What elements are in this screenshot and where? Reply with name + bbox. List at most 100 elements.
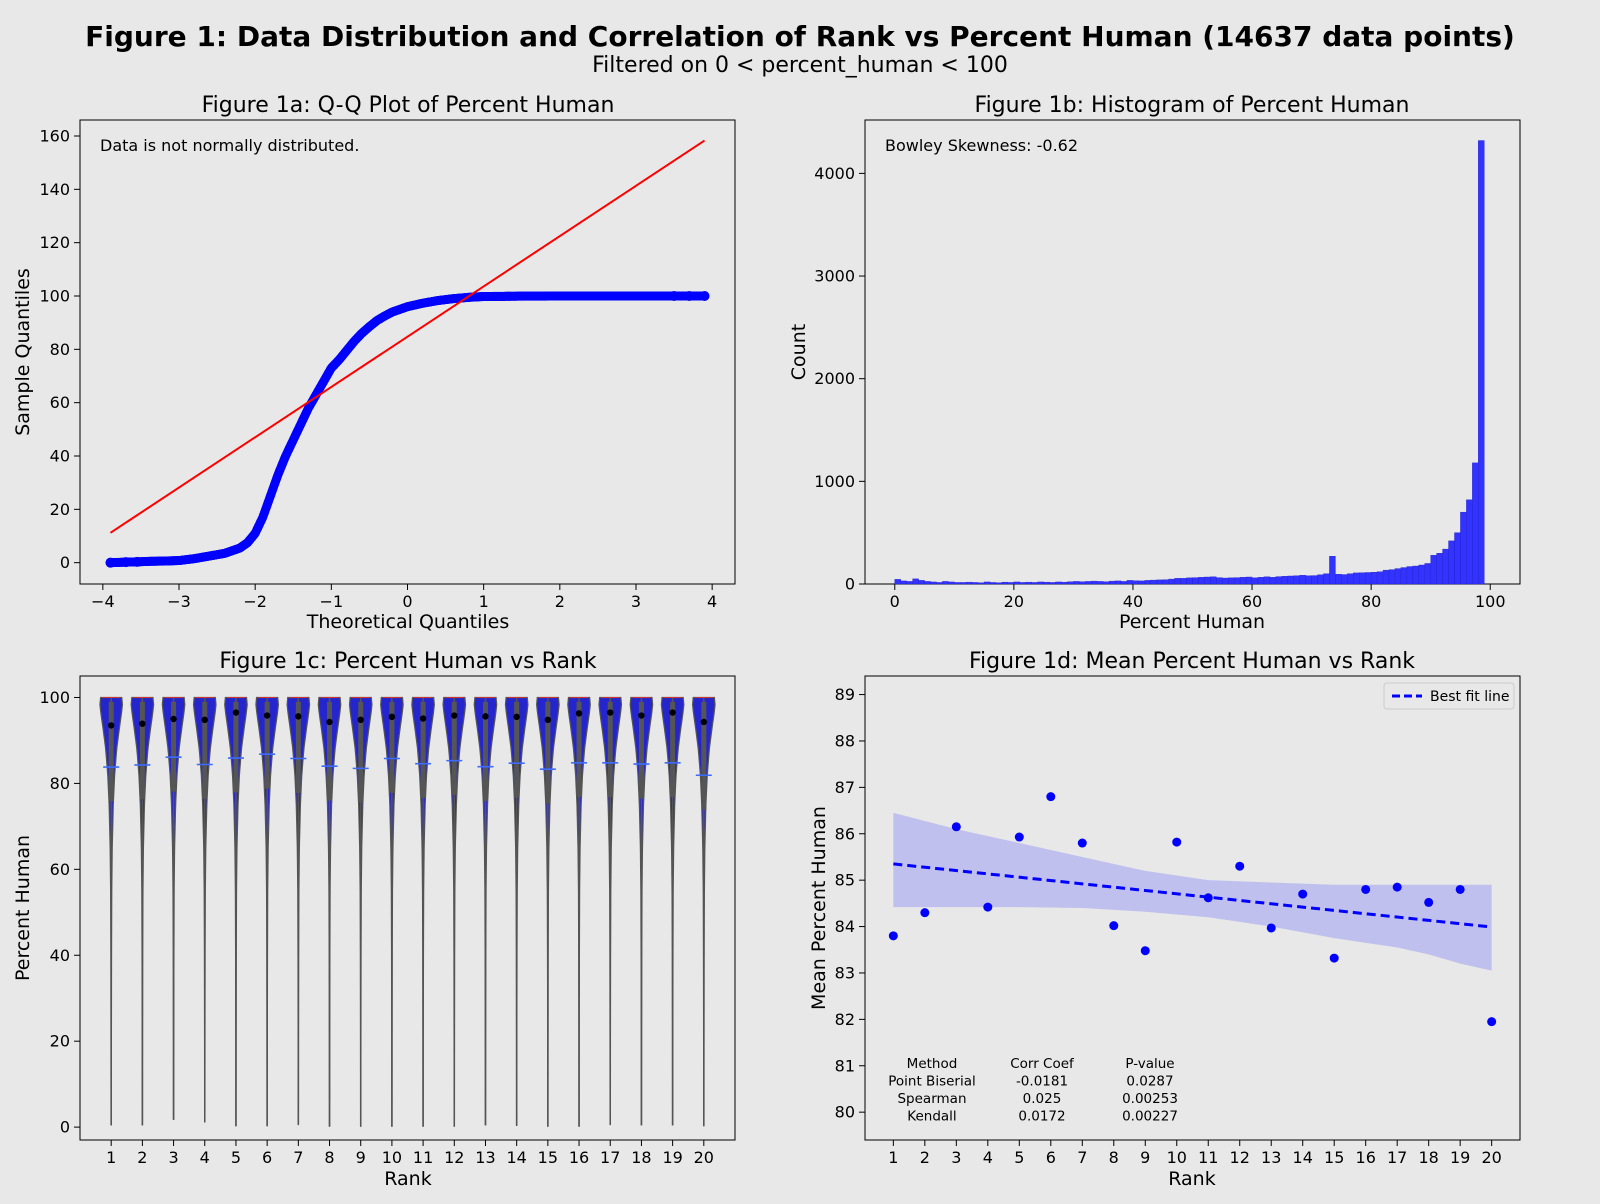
mean-point-rank-12 [1235, 861, 1245, 871]
panel-1c-xtick-label: 7 [293, 1148, 303, 1167]
histogram-bar [1257, 577, 1265, 585]
qq-reference-line [109, 139, 706, 534]
panel-1c-ytick-label: 0 [60, 1118, 70, 1137]
violin-median-dot [482, 713, 489, 720]
stats-table-cell: 0.025 [1023, 1091, 1062, 1107]
stats-table-header: Method [907, 1056, 958, 1072]
panel-1a-ylabel: Sample Quantiles [12, 268, 34, 436]
histogram-bar [1329, 556, 1336, 585]
histogram-bar [1150, 579, 1157, 585]
panel-1d-ytick-label: 85 [835, 871, 855, 890]
violin-inner-box [358, 701, 364, 803]
panel-1a-xtick-label: −2 [243, 592, 267, 611]
histogram-bar [924, 581, 931, 585]
qq-point [132, 556, 143, 567]
histogram-bar [1263, 576, 1271, 585]
qq-point [699, 291, 710, 301]
panel-1a-annotation: Data is not normally distributed. [100, 136, 359, 155]
histogram-bar [1210, 576, 1217, 585]
violin-inner-box [202, 701, 208, 799]
violin-median-dot [107, 722, 115, 729]
panel-1c-ytick-label: 100 [39, 688, 70, 707]
mean-point-rank-20 [1487, 1017, 1497, 1027]
panel-1c-title: Figure 1c: Percent Human vs Rank [219, 649, 596, 674]
histogram-bar [1097, 581, 1104, 585]
panel-1a-xtick-label: 3 [631, 592, 641, 611]
panel-1b-ylabel: Count [788, 324, 810, 380]
histogram-bar [1251, 577, 1259, 585]
histogram-bar [1275, 576, 1283, 585]
violin-inner-box [264, 701, 270, 789]
panel-1d-xtick-label: 3 [951, 1148, 961, 1167]
mean-point-rank-9 [1140, 946, 1150, 956]
panel-1a-xtick-label: 0 [402, 592, 412, 611]
panel-1d-xtick-label: 20 [1481, 1148, 1501, 1167]
histogram-bar [1114, 580, 1122, 585]
violin-inner-box [327, 701, 333, 801]
histogram-bar [1448, 540, 1455, 585]
mean-point-rank-1 [888, 931, 898, 941]
histogram-bar [1454, 532, 1461, 585]
panel-1a-xtick-label: 2 [555, 592, 565, 611]
panel-1a-xtick-label: 4 [707, 592, 717, 611]
histogram-bar [977, 582, 985, 585]
panel-1c: Figure 1c: Percent Human vs Rank Rank Pe… [12, 649, 736, 1190]
panel-1a-title: Figure 1a: Q-Q Plot of Percent Human [202, 93, 615, 118]
violin-median-dot [388, 713, 396, 721]
panel-1b-ytick-label: 1000 [814, 472, 855, 491]
panel-1c-ylabel: Percent Human [12, 835, 34, 981]
panel-1b-xtick-label: 100 [1475, 592, 1506, 611]
panel-1c-xtick-label: 20 [694, 1148, 714, 1167]
panel-1c-xtick-label: 14 [506, 1148, 526, 1167]
histogram-bar [1353, 572, 1360, 585]
histogram-bar [1412, 565, 1419, 585]
best-fit-line [893, 862, 1492, 929]
histogram-bar [1424, 563, 1431, 585]
panel-1d-xtick-label: 19 [1450, 1148, 1470, 1167]
panel-1c-xtick-label: 18 [631, 1148, 651, 1167]
stats-table-cell: 0.0172 [1018, 1109, 1065, 1125]
panel-1c-xtick-label: 15 [538, 1148, 558, 1167]
panel-1d-ytick-label: 81 [835, 1056, 855, 1075]
histogram-bar [1162, 579, 1169, 585]
histogram-bar [966, 581, 973, 585]
panel-1d-ytick-label: 82 [835, 1010, 855, 1029]
panel-1d-title: Figure 1d: Mean Percent Human vs Rank [969, 649, 1415, 674]
violin-inner-box [638, 701, 644, 799]
mean-point-rank-6 [1046, 792, 1056, 802]
stats-table-header: P-value [1125, 1056, 1174, 1072]
histogram-bar [1001, 581, 1009, 585]
histogram-bar [912, 578, 919, 585]
panel-1c-xtick-label: 2 [137, 1148, 147, 1167]
histogram-bar [1228, 577, 1235, 585]
panel-1a-xtick-label: 1 [479, 592, 489, 611]
violin-inner-box [233, 701, 239, 793]
panel-1c-xtick-label: 10 [382, 1148, 402, 1167]
histogram-bar [1186, 577, 1193, 585]
panel-1a-ytick-label: 120 [39, 233, 70, 252]
violin-inner-box [670, 701, 676, 798]
panel-1d-xtick-label: 10 [1167, 1148, 1187, 1167]
panel-1d-xtick-label: 11 [1198, 1148, 1218, 1167]
histogram-bar [1239, 577, 1247, 585]
stats-table-cell: Spearman [897, 1091, 966, 1107]
mean-point-rank-18 [1424, 897, 1434, 907]
histogram-bar [1281, 576, 1288, 585]
histogram-bar [1245, 576, 1253, 585]
histogram-bar [1120, 581, 1128, 585]
panel-1c-xtick-label: 13 [475, 1148, 495, 1167]
histogram-bar [1144, 580, 1152, 585]
histogram-bar [1430, 555, 1437, 585]
histogram-bar [1156, 579, 1163, 585]
panel-1d-xtick-label: 17 [1387, 1148, 1407, 1167]
histogram-bar [894, 579, 901, 585]
panel-1d-xtick-label: 7 [1077, 1148, 1087, 1167]
panel-1b: Figure 1b: Histogram of Percent Human Bo… [788, 93, 1521, 633]
panel-1c-xtick-label: 1 [106, 1148, 116, 1167]
violin-inner-box [389, 701, 395, 793]
histogram-bar [1341, 574, 1348, 585]
qq-point [684, 291, 695, 301]
histogram-bar [1192, 577, 1199, 585]
histogram-bar [1382, 569, 1390, 585]
panel-1d-xtick-label: 18 [1418, 1148, 1438, 1167]
